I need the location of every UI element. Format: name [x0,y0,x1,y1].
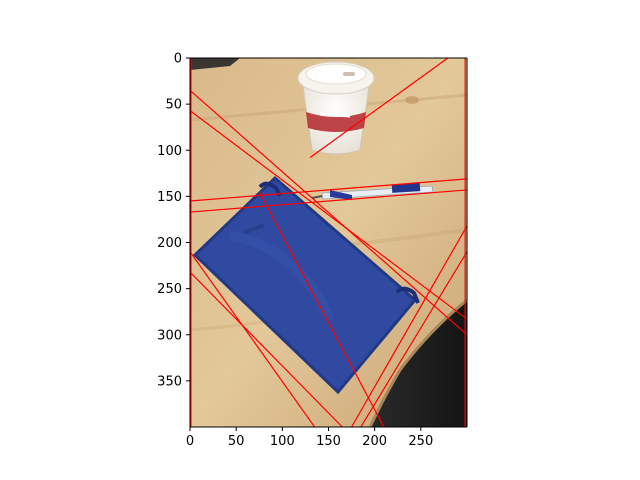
detected-line-2 [190,110,467,320]
x-tick-label: 100 [270,434,295,449]
notebook [192,175,420,395]
y-tick-label: 250 [157,282,182,297]
detected-line-9 [360,251,467,427]
detected-line-3 [190,178,467,202]
pen [311,183,434,200]
detected-line-10 [258,191,385,427]
y-tick-label: 50 [165,98,182,113]
detected-line-1 [190,89,467,336]
detected-line-7 [190,271,343,427]
y-tick-label: 350 [157,374,182,389]
y-tick-label: 0 [174,52,182,67]
x-tick-label: 250 [408,434,433,449]
y-tick-label: 100 [157,144,182,159]
detected-line-6 [190,251,316,427]
detected-line-8 [351,225,467,427]
coffee-cup [297,61,375,155]
detected-lines [190,58,467,427]
y-axis-ticks: 0 50 100 150 200 250 300 350 [157,52,190,389]
x-axis-ticks: 0 50 100 150 200 250 [186,427,433,449]
x-tick-label: 150 [316,434,341,449]
x-tick-label: 0 [186,434,194,449]
y-tick-label: 200 [157,236,182,251]
y-tick-label: 150 [157,190,182,205]
detected-line-4 [190,189,467,213]
x-tick-label: 50 [228,434,245,449]
y-tick-label: 300 [157,328,182,343]
detected-line-5 [309,58,449,159]
x-tick-label: 200 [362,434,387,449]
photo-image [190,58,467,427]
